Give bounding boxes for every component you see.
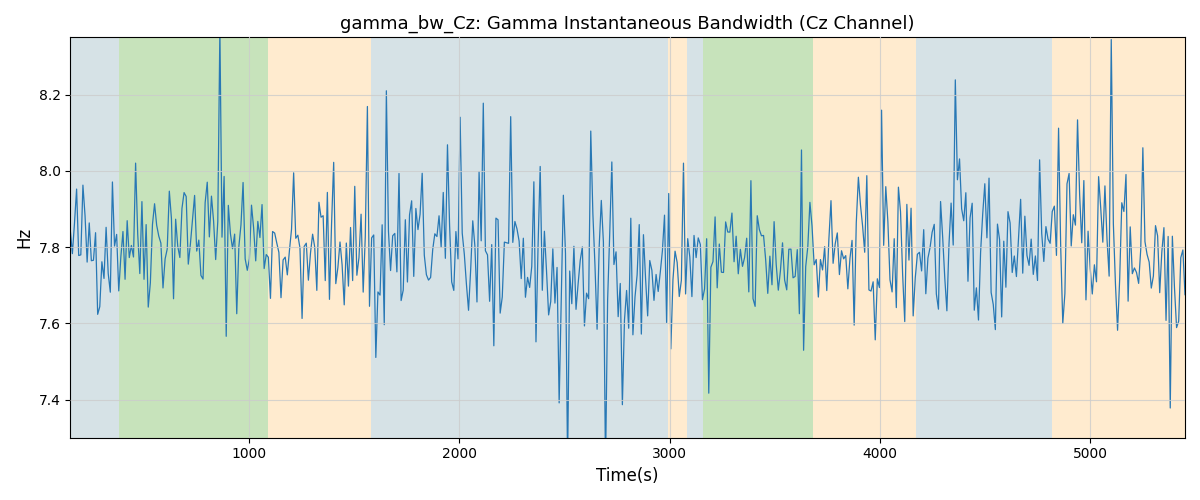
Bar (1052, 38, 1184, 438)
Title: gamma_bw_Cz: Gamma Instantaneous Bandwidth (Cz Channel): gamma_bw_Cz: Gamma Instantaneous Bandwid… (341, 15, 914, 34)
Bar (371, 38, 667, 438)
Bar (71, 38, 119, 438)
Bar (916, 38, 1052, 438)
Bar (667, 38, 686, 438)
X-axis label: Time(s): Time(s) (596, 467, 659, 485)
Bar (686, 38, 703, 438)
Y-axis label: Hz: Hz (16, 227, 34, 248)
Bar (703, 38, 812, 438)
Bar (268, 38, 371, 438)
Bar (812, 38, 916, 438)
Bar (119, 38, 268, 438)
